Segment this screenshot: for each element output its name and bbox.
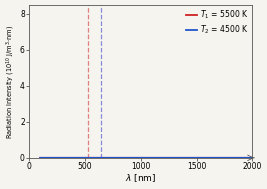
X-axis label: $\lambda$ [nm]: $\lambda$ [nm] [125, 172, 156, 184]
Legend: $T_1$ = 5500 K, $T_2$ = 4500 K: $T_1$ = 5500 K, $T_2$ = 4500 K [184, 7, 250, 38]
Y-axis label: Radiation Intensity ($10^{10}$ J/m$^3{\cdot}$nm): Radiation Intensity ($10^{10}$ J/m$^3{\c… [5, 24, 17, 139]
